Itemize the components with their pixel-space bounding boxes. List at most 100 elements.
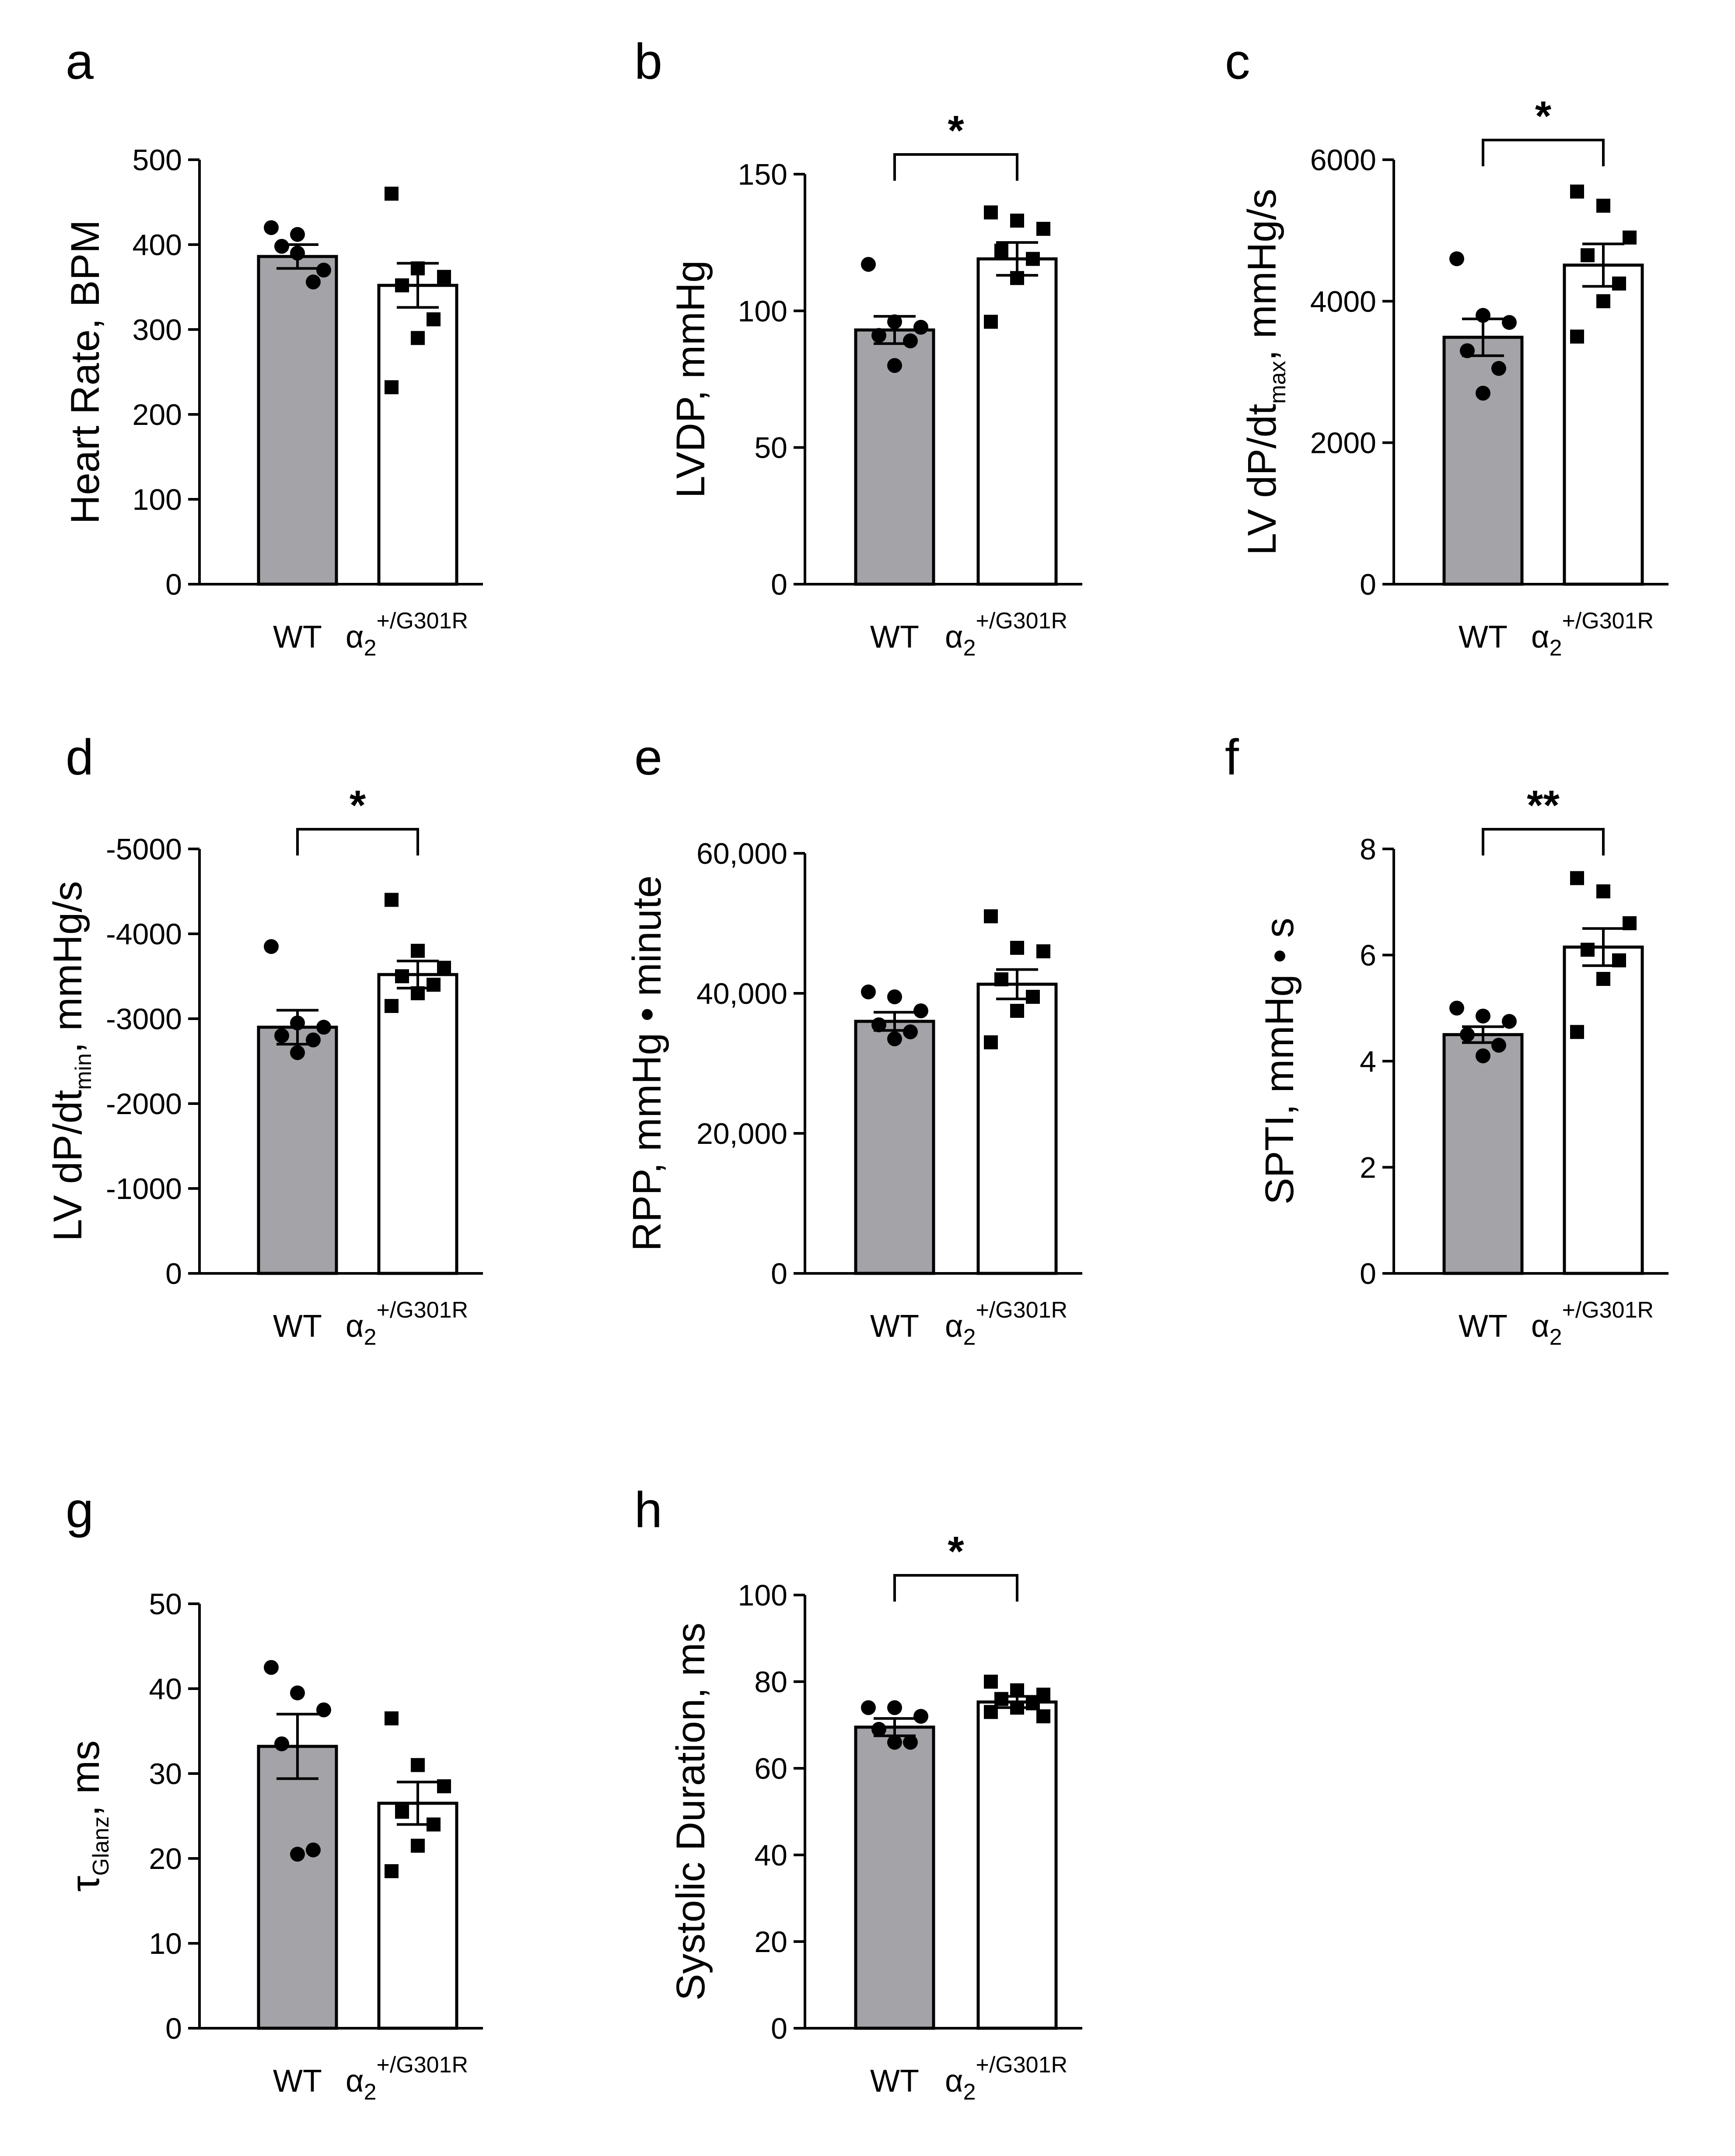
significance-label: *	[350, 782, 366, 829]
y-tick-label: 40,000	[696, 977, 787, 1010]
data-point-mutant	[1612, 953, 1626, 968]
bar-mutant	[377, 284, 458, 586]
bar-wt	[1442, 336, 1524, 586]
data-point-mutant	[1010, 1683, 1024, 1697]
data-point-wt	[290, 1045, 305, 1060]
data-point-mutant	[411, 1758, 425, 1772]
data-point-mutant	[411, 331, 425, 345]
bar-wt	[854, 1020, 935, 1275]
category-label: WT	[273, 2064, 322, 2099]
category-label: α2+/G301R	[945, 1297, 1067, 1350]
data-point-wt	[1502, 1014, 1517, 1029]
significance-label: *	[948, 1528, 964, 1575]
data-point-mutant	[1010, 941, 1024, 955]
data-point-wt	[316, 263, 331, 278]
panel-d: d 0 -1000 -2000 -3000 -4000 -5000 LV dP/dtmin, …	[45, 729, 483, 1350]
panel-letter: f	[1225, 729, 1239, 785]
data-point-wt	[887, 1735, 902, 1750]
data-point-mutant	[1623, 230, 1637, 245]
data-point-wt	[1449, 251, 1464, 266]
data-point-wt	[871, 1017, 886, 1032]
y-tick-label: 50	[754, 431, 787, 465]
y-tick-label: 400	[133, 228, 182, 262]
data-point-wt	[903, 1024, 918, 1039]
category-label: α2+/G301R	[1531, 1297, 1654, 1350]
y-tick-label: 100	[133, 483, 182, 516]
data-point-mutant	[385, 999, 399, 1013]
y-tick-label: 0	[771, 1257, 787, 1290]
data-point-mutant	[385, 1711, 399, 1725]
panel-letter: a	[66, 34, 94, 90]
y-tick-label: -3000	[106, 1003, 182, 1036]
category-label: α2+/G301R	[1531, 608, 1654, 661]
panel-letter: e	[634, 729, 662, 785]
significance-label: **	[1527, 782, 1560, 829]
y-axis-label: LVDP, mmHg	[668, 260, 713, 498]
category-label: WT	[1459, 620, 1508, 655]
y-tick-label: -2000	[106, 1087, 182, 1121]
data-point-wt	[1460, 343, 1475, 358]
data-point-wt	[264, 1660, 279, 1675]
y-tick-label: 40	[754, 1839, 787, 1872]
data-point-mutant	[984, 205, 998, 220]
category-label: α2+/G301R	[346, 608, 468, 661]
data-point-mutant	[1596, 972, 1610, 986]
bar-wt	[257, 1745, 338, 2030]
y-axis-label: τGlanz, ms	[63, 1740, 114, 1892]
panel-letter: b	[634, 34, 662, 90]
significance-bracket	[1482, 828, 1605, 855]
panel-e: e 0 20,000 40,000 60,000 RPP, mmHg • minute WT…	[625, 729, 1082, 1350]
data-point-mutant	[994, 1692, 1008, 1706]
data-point-mutant	[437, 1779, 451, 1794]
bar-mutant	[1563, 945, 1644, 1275]
y-tick-label: 20	[149, 1842, 182, 1876]
y-tick-label: 2000	[1310, 427, 1376, 460]
y-axis-label: RPP, mmHg • minute	[625, 876, 669, 1252]
data-point-mutant	[1581, 248, 1595, 263]
y-tick-label: 4	[1360, 1045, 1376, 1078]
data-point-wt	[1491, 1038, 1506, 1053]
panel-f: f 0 2 4 6 8 SPTI, mmHg • s WT α2+/G301R **	[1225, 729, 1669, 1350]
data-point-wt	[871, 1721, 886, 1737]
significance-bracket	[1482, 139, 1605, 166]
data-point-wt	[913, 1003, 928, 1018]
panel-letter: h	[634, 1482, 662, 1538]
significance-bracket	[893, 153, 1018, 181]
data-point-mutant	[1570, 330, 1584, 344]
y-tick-label: 200	[133, 398, 182, 431]
y-tick-label: 60,000	[696, 837, 787, 870]
data-point-wt	[913, 319, 928, 335]
data-point-mutant	[1570, 871, 1584, 885]
y-tick-label: 30	[149, 1757, 182, 1791]
significance-label: *	[948, 107, 964, 154]
y-axis-label: Systolic Duration, ms	[668, 1623, 713, 2001]
data-point-mutant	[395, 278, 409, 293]
bar-wt	[257, 1025, 338, 1275]
data-point-mutant	[437, 270, 451, 284]
data-point-wt	[274, 1736, 289, 1752]
data-point-mutant	[411, 943, 425, 958]
data-point-mutant	[385, 1864, 399, 1879]
data-point-wt	[264, 220, 279, 235]
data-point-wt	[290, 227, 305, 242]
y-axis-label: LV dP/dtmax, mmHg/s	[1240, 189, 1291, 555]
bar-wt	[854, 1725, 935, 2030]
y-tick-label: 0	[771, 568, 787, 601]
y-tick-label: 150	[738, 158, 787, 191]
data-point-mutant	[984, 909, 998, 923]
y-tick-label: 500	[133, 144, 182, 177]
data-point-mutant	[1596, 884, 1610, 898]
data-point-mutant	[984, 315, 998, 329]
category-label: WT	[870, 1309, 919, 1344]
significance-label: *	[1535, 93, 1552, 140]
bar-mutant	[976, 1700, 1058, 2030]
y-tick-label: 40	[149, 1672, 182, 1706]
y-tick-label: 100	[738, 1579, 787, 1612]
y-tick-label: -1000	[106, 1172, 182, 1206]
bar-mutant	[976, 257, 1058, 586]
data-point-mutant	[1581, 943, 1595, 957]
data-point-mutant	[1570, 184, 1584, 199]
data-point-wt	[861, 257, 876, 272]
panel-h: h 0 20 40 60 80 100 Systolic Duration, ms WT α2+/…	[634, 1482, 1082, 2105]
